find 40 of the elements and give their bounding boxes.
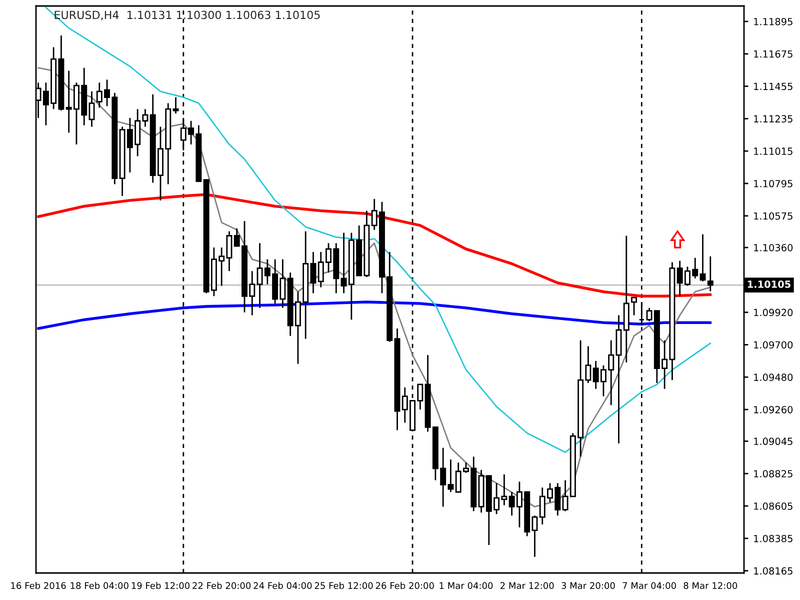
candlestick: [707, 256, 714, 292]
y-tick-label: 1.10575: [754, 212, 792, 220]
y-tick-label: 1.09045: [754, 438, 792, 446]
ref-line-label: 1.10105: [748, 280, 790, 288]
y-tick-label: 1.08825: [754, 470, 792, 478]
y-tick-label: 1.09920: [754, 308, 793, 316]
x-tick-label: 7 Mar 04:00: [622, 582, 676, 590]
x-tick-label: 26 Feb 20:00: [376, 582, 434, 590]
y-tick-label: 1.09260: [754, 406, 793, 414]
y-tick-label: 1.11895: [754, 18, 792, 26]
y-tick-label: 1.09700: [754, 341, 793, 349]
x-tick-label: 1 Mar 04:00: [440, 582, 493, 590]
candlestick: [310, 251, 316, 294]
x-tick-label: 3 Mar 20:00: [562, 582, 615, 590]
x-tick-label: 19 Feb 12:00: [132, 582, 190, 590]
candlestick: [172, 96, 179, 114]
y-tick-label: 1.11675: [754, 50, 792, 58]
y-tick-label: 1.08385: [754, 534, 792, 542]
y-tick-label: 1.11235: [754, 115, 792, 122]
y-tick-label: 1.10360: [754, 244, 793, 252]
line-series: [36, 300, 712, 330]
x-tick-label: 2 Mar 12:00: [500, 582, 554, 590]
y-tick-label: 1.08165: [754, 567, 792, 575]
candlestick: [88, 90, 95, 128]
y-tick-label: 1.11455: [754, 82, 792, 90]
line-series: [36, 193, 712, 298]
x-tick-label: 18 Feb 04:00: [70, 582, 128, 590]
y-tick-label: 1.10795: [754, 180, 792, 188]
y-tick-label: 1.09480: [754, 374, 793, 381]
x-tick-label: 24 Feb 04:00: [254, 582, 312, 590]
x-tick-label: 25 Feb 12:00: [314, 582, 373, 590]
y-tick-label: 1.08605: [754, 502, 792, 510]
x-tick-label: 22 Feb 20:00: [192, 582, 251, 590]
x-tick-label: 8 Mar 12:00: [684, 582, 738, 590]
candlestick: [700, 234, 706, 282]
chart-title: EURUSD,H4 1.10131 1.10300 1.10063 1.10105: [54, 10, 320, 20]
y-tick-label: 1.11015: [754, 148, 792, 155]
candlestick: [631, 296, 638, 316]
x-tick-label: 16 Feb 2016: [11, 582, 66, 590]
line-series: [45, 6, 712, 453]
